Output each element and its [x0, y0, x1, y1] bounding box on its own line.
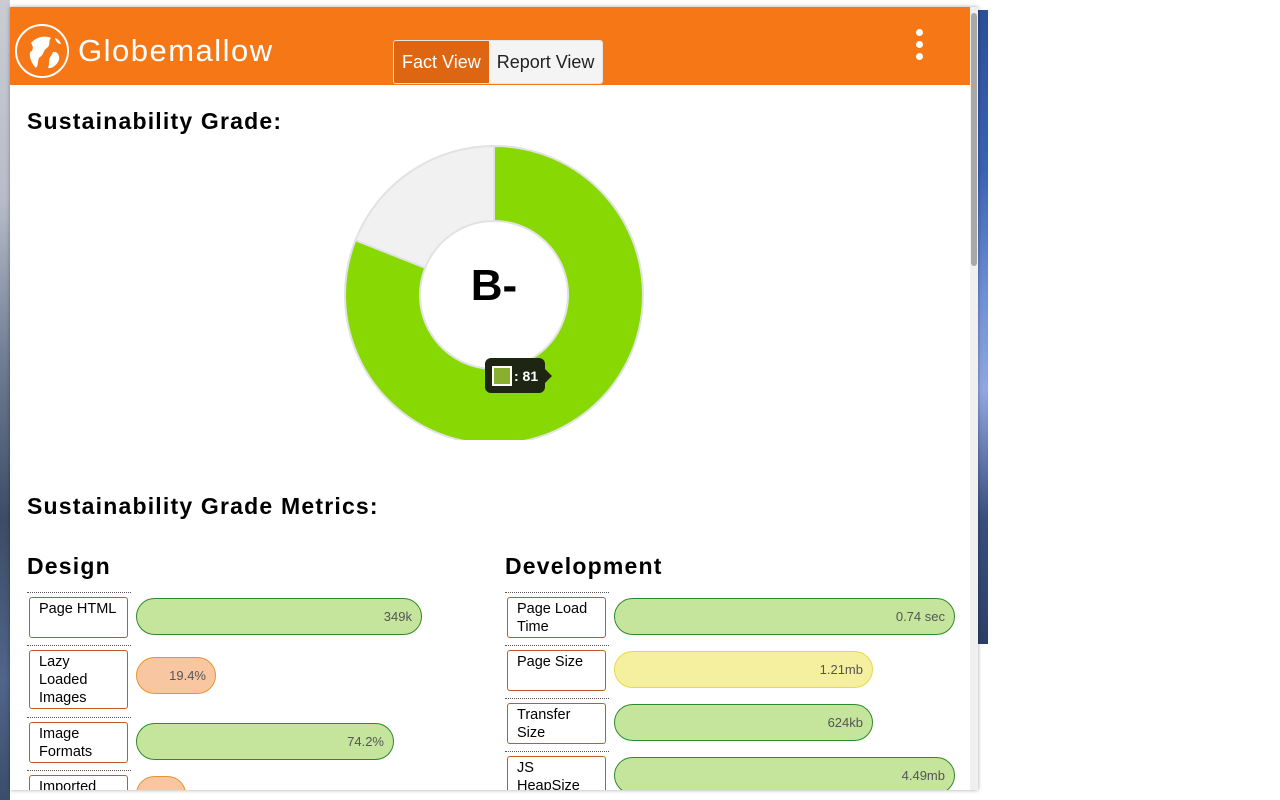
- tooltip-color-swatch: [492, 365, 512, 386]
- design-column-title: Design: [27, 553, 111, 579]
- list-item: Imported: [27, 770, 487, 790]
- grade-donut-chart: [344, 144, 644, 440]
- metric-bar: 4.49mb: [614, 757, 955, 790]
- development-column-title: Development: [505, 553, 663, 579]
- metric-label: Page Size: [507, 650, 606, 691]
- list-item: Page Load Time 0.74 sec: [505, 592, 965, 645]
- metric-bar: 349k: [136, 598, 422, 635]
- background-page-left: [0, 0, 10, 800]
- metric-label: Imported: [29, 775, 128, 790]
- development-metrics-list: Page Load Time 0.74 sec Page Size 1.21mb…: [505, 592, 965, 790]
- list-item: Page HTML 349k: [27, 592, 487, 645]
- metric-label: Image Formats: [29, 722, 128, 763]
- background-page-right: [978, 10, 988, 644]
- extension-popup: Globemallow Fact View Report View Sustai…: [10, 7, 978, 790]
- sustainability-grade-heading: Sustainability Grade:: [27, 108, 283, 134]
- fact-view-button[interactable]: Fact View: [394, 41, 489, 83]
- donut-slice-score[interactable]: [344, 144, 644, 440]
- metric-label: Page HTML: [29, 597, 128, 638]
- view-toggle: Fact View Report View: [393, 40, 604, 84]
- design-metrics-list: Page HTML 349k Lazy Loaded Images 19.4% …: [27, 592, 487, 790]
- list-item: Page Size 1.21mb: [505, 645, 965, 698]
- app-brand-name: Globemallow: [78, 33, 274, 68]
- globe-logo-icon: [15, 24, 69, 78]
- chart-tooltip: : 81: [485, 358, 553, 393]
- grade-letter: B-: [470, 261, 518, 310]
- metric-bar: 19.4%: [136, 657, 216, 694]
- metric-label: JS HeapSize: [507, 756, 606, 790]
- metric-label: Transfer Size: [507, 703, 606, 744]
- metric-bar: 1.21mb: [614, 651, 873, 688]
- more-options-icon[interactable]: [910, 29, 928, 65]
- donut-slice-remaining[interactable]: [354, 144, 495, 270]
- metric-label: Lazy Loaded Images: [29, 650, 128, 709]
- list-item: Transfer Size 624kb: [505, 698, 965, 751]
- background-page-blank: [978, 644, 988, 800]
- app-header: Globemallow Fact View Report View: [10, 7, 970, 85]
- metric-label: Page Load Time: [507, 597, 606, 638]
- list-item: JS HeapSize 4.49mb: [505, 751, 965, 790]
- scrollbar-thumb[interactable]: [971, 13, 977, 266]
- tooltip-value: : 81: [514, 367, 539, 384]
- metric-bar: 0.74 sec: [614, 598, 955, 635]
- list-item: Lazy Loaded Images 19.4%: [27, 645, 487, 717]
- metric-bar: 624kb: [614, 704, 873, 741]
- list-item: Image Formats 74.2%: [27, 717, 487, 770]
- report-view-button[interactable]: Report View: [488, 41, 603, 83]
- metrics-heading: Sustainability Grade Metrics:: [27, 493, 379, 519]
- metric-bar: [136, 776, 186, 790]
- popup-scrollbar[interactable]: [970, 7, 978, 790]
- metric-bar: 74.2%: [136, 723, 394, 760]
